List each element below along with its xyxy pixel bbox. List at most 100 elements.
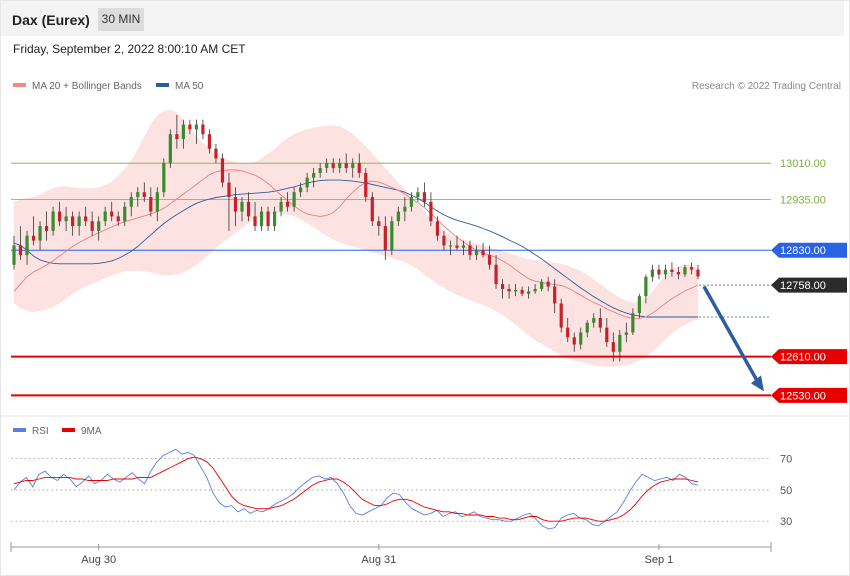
candle-body bbox=[312, 172, 316, 178]
candle-body bbox=[44, 226, 49, 231]
candle-body bbox=[220, 158, 225, 183]
header-bar: Dax (Eurex) 30 MIN bbox=[1, 1, 844, 36]
candle-body bbox=[377, 221, 381, 227]
candle-body bbox=[670, 269, 674, 273]
candle-body bbox=[435, 221, 440, 236]
candle-body bbox=[572, 337, 576, 345]
candle-body bbox=[344, 163, 348, 169]
candle-body bbox=[51, 211, 55, 231]
candle-body bbox=[188, 124, 192, 130]
candle-body bbox=[474, 250, 479, 256]
legend-ma20-label: MA 20 + Bollinger Bands bbox=[32, 81, 142, 92]
candle-body bbox=[168, 134, 172, 164]
candle-body bbox=[448, 245, 453, 247]
rsi-tick-70: 70 bbox=[780, 454, 792, 466]
candle-body bbox=[240, 201, 244, 212]
x-axis-label-aug-30: Aug 30 bbox=[81, 554, 116, 566]
last-price-label: 12758.00 bbox=[780, 280, 826, 292]
candle-body bbox=[318, 168, 322, 173]
candle-body bbox=[181, 124, 185, 140]
candle-body bbox=[155, 192, 159, 212]
level-tag-12830.00 bbox=[771, 242, 847, 258]
rsi-line bbox=[13, 448, 699, 530]
legend-ma50-label: MA 50 bbox=[175, 81, 204, 92]
x-axis-label-aug-31: Aug 31 bbox=[361, 554, 396, 566]
rsi-tick-30: 30 bbox=[780, 516, 792, 528]
timeframe-button[interactable]: 30 MIN bbox=[98, 8, 144, 31]
candle-body bbox=[657, 269, 661, 275]
level-tag-12610.00 bbox=[771, 349, 847, 365]
candle-body bbox=[390, 221, 394, 251]
forecast-arrow-head bbox=[751, 375, 764, 392]
ma20-swatch bbox=[13, 83, 26, 88]
ma50-swatch bbox=[156, 83, 169, 88]
candle-body bbox=[481, 250, 485, 256]
candle-body bbox=[676, 272, 681, 275]
candle-body bbox=[396, 211, 400, 222]
legend-ma50: MA 50 bbox=[156, 81, 203, 92]
legend-rsi-label: RSI bbox=[32, 426, 49, 437]
candle-body bbox=[286, 201, 290, 207]
candle-body bbox=[253, 216, 257, 227]
candle-body bbox=[64, 216, 68, 222]
candle-body bbox=[357, 163, 361, 173]
candle-body bbox=[227, 182, 231, 198]
last-price-tag bbox=[771, 277, 847, 293]
level-label-12830.00: 12830.00 bbox=[780, 245, 826, 257]
candle-body bbox=[97, 221, 101, 231]
candle-body bbox=[116, 216, 120, 222]
rsi-swatch bbox=[13, 428, 26, 433]
candle-body bbox=[233, 197, 238, 212]
candle-body bbox=[246, 201, 251, 217]
level-label-12935.00: 12935.00 bbox=[780, 194, 826, 206]
candle-body bbox=[325, 163, 329, 169]
candle-body bbox=[71, 216, 75, 227]
legend-ma20: MA 20 + Bollinger Bands bbox=[13, 81, 142, 92]
candle-body bbox=[696, 269, 700, 277]
candle-body bbox=[383, 226, 387, 251]
candle-body bbox=[272, 211, 277, 227]
candle-body bbox=[494, 264, 498, 285]
candle-body bbox=[624, 332, 628, 335]
candle-body bbox=[305, 177, 309, 188]
x-axis-label-sep-1: Sep 1 bbox=[645, 554, 674, 566]
credit-text: Research © 2022 Trading Central bbox=[691, 81, 841, 92]
candle-body bbox=[546, 281, 550, 287]
candle-body bbox=[259, 211, 264, 227]
candle-body bbox=[598, 317, 602, 328]
candle-body bbox=[84, 216, 88, 222]
candle-body bbox=[514, 289, 518, 292]
candle-body bbox=[77, 216, 81, 227]
candle-body bbox=[351, 163, 355, 169]
candle-body bbox=[559, 303, 563, 328]
candle-body bbox=[553, 286, 557, 304]
candle-body bbox=[533, 288, 537, 292]
candle-body bbox=[110, 211, 114, 217]
candle-body bbox=[175, 134, 179, 140]
candle-body bbox=[650, 269, 654, 277]
candle-body bbox=[403, 206, 407, 212]
candle-body bbox=[149, 197, 153, 212]
candle-body bbox=[631, 313, 635, 333]
candle-body bbox=[527, 291, 531, 294]
candle-body bbox=[364, 172, 368, 198]
level-label-12610.00: 12610.00 bbox=[780, 352, 826, 364]
candle-body bbox=[579, 332, 583, 345]
candle-body bbox=[162, 163, 166, 193]
forecast-arrow-line bbox=[702, 285, 760, 384]
candle-body bbox=[566, 327, 570, 338]
legend-rsi: RSI bbox=[13, 426, 49, 437]
candle-body bbox=[618, 334, 622, 352]
candle-body bbox=[611, 342, 615, 352]
candle-body bbox=[416, 192, 420, 198]
candle-body bbox=[194, 124, 198, 130]
level-label-12530.00: 12530.00 bbox=[780, 390, 826, 402]
candle-body bbox=[142, 192, 146, 198]
candle-body bbox=[370, 197, 374, 222]
candle-body bbox=[266, 211, 270, 227]
candle-body bbox=[279, 201, 283, 212]
symbol-title: Dax (Eurex) bbox=[12, 12, 90, 28]
bollinger-band bbox=[14, 110, 698, 367]
candle-body bbox=[442, 235, 446, 246]
candle-body bbox=[207, 134, 212, 149]
